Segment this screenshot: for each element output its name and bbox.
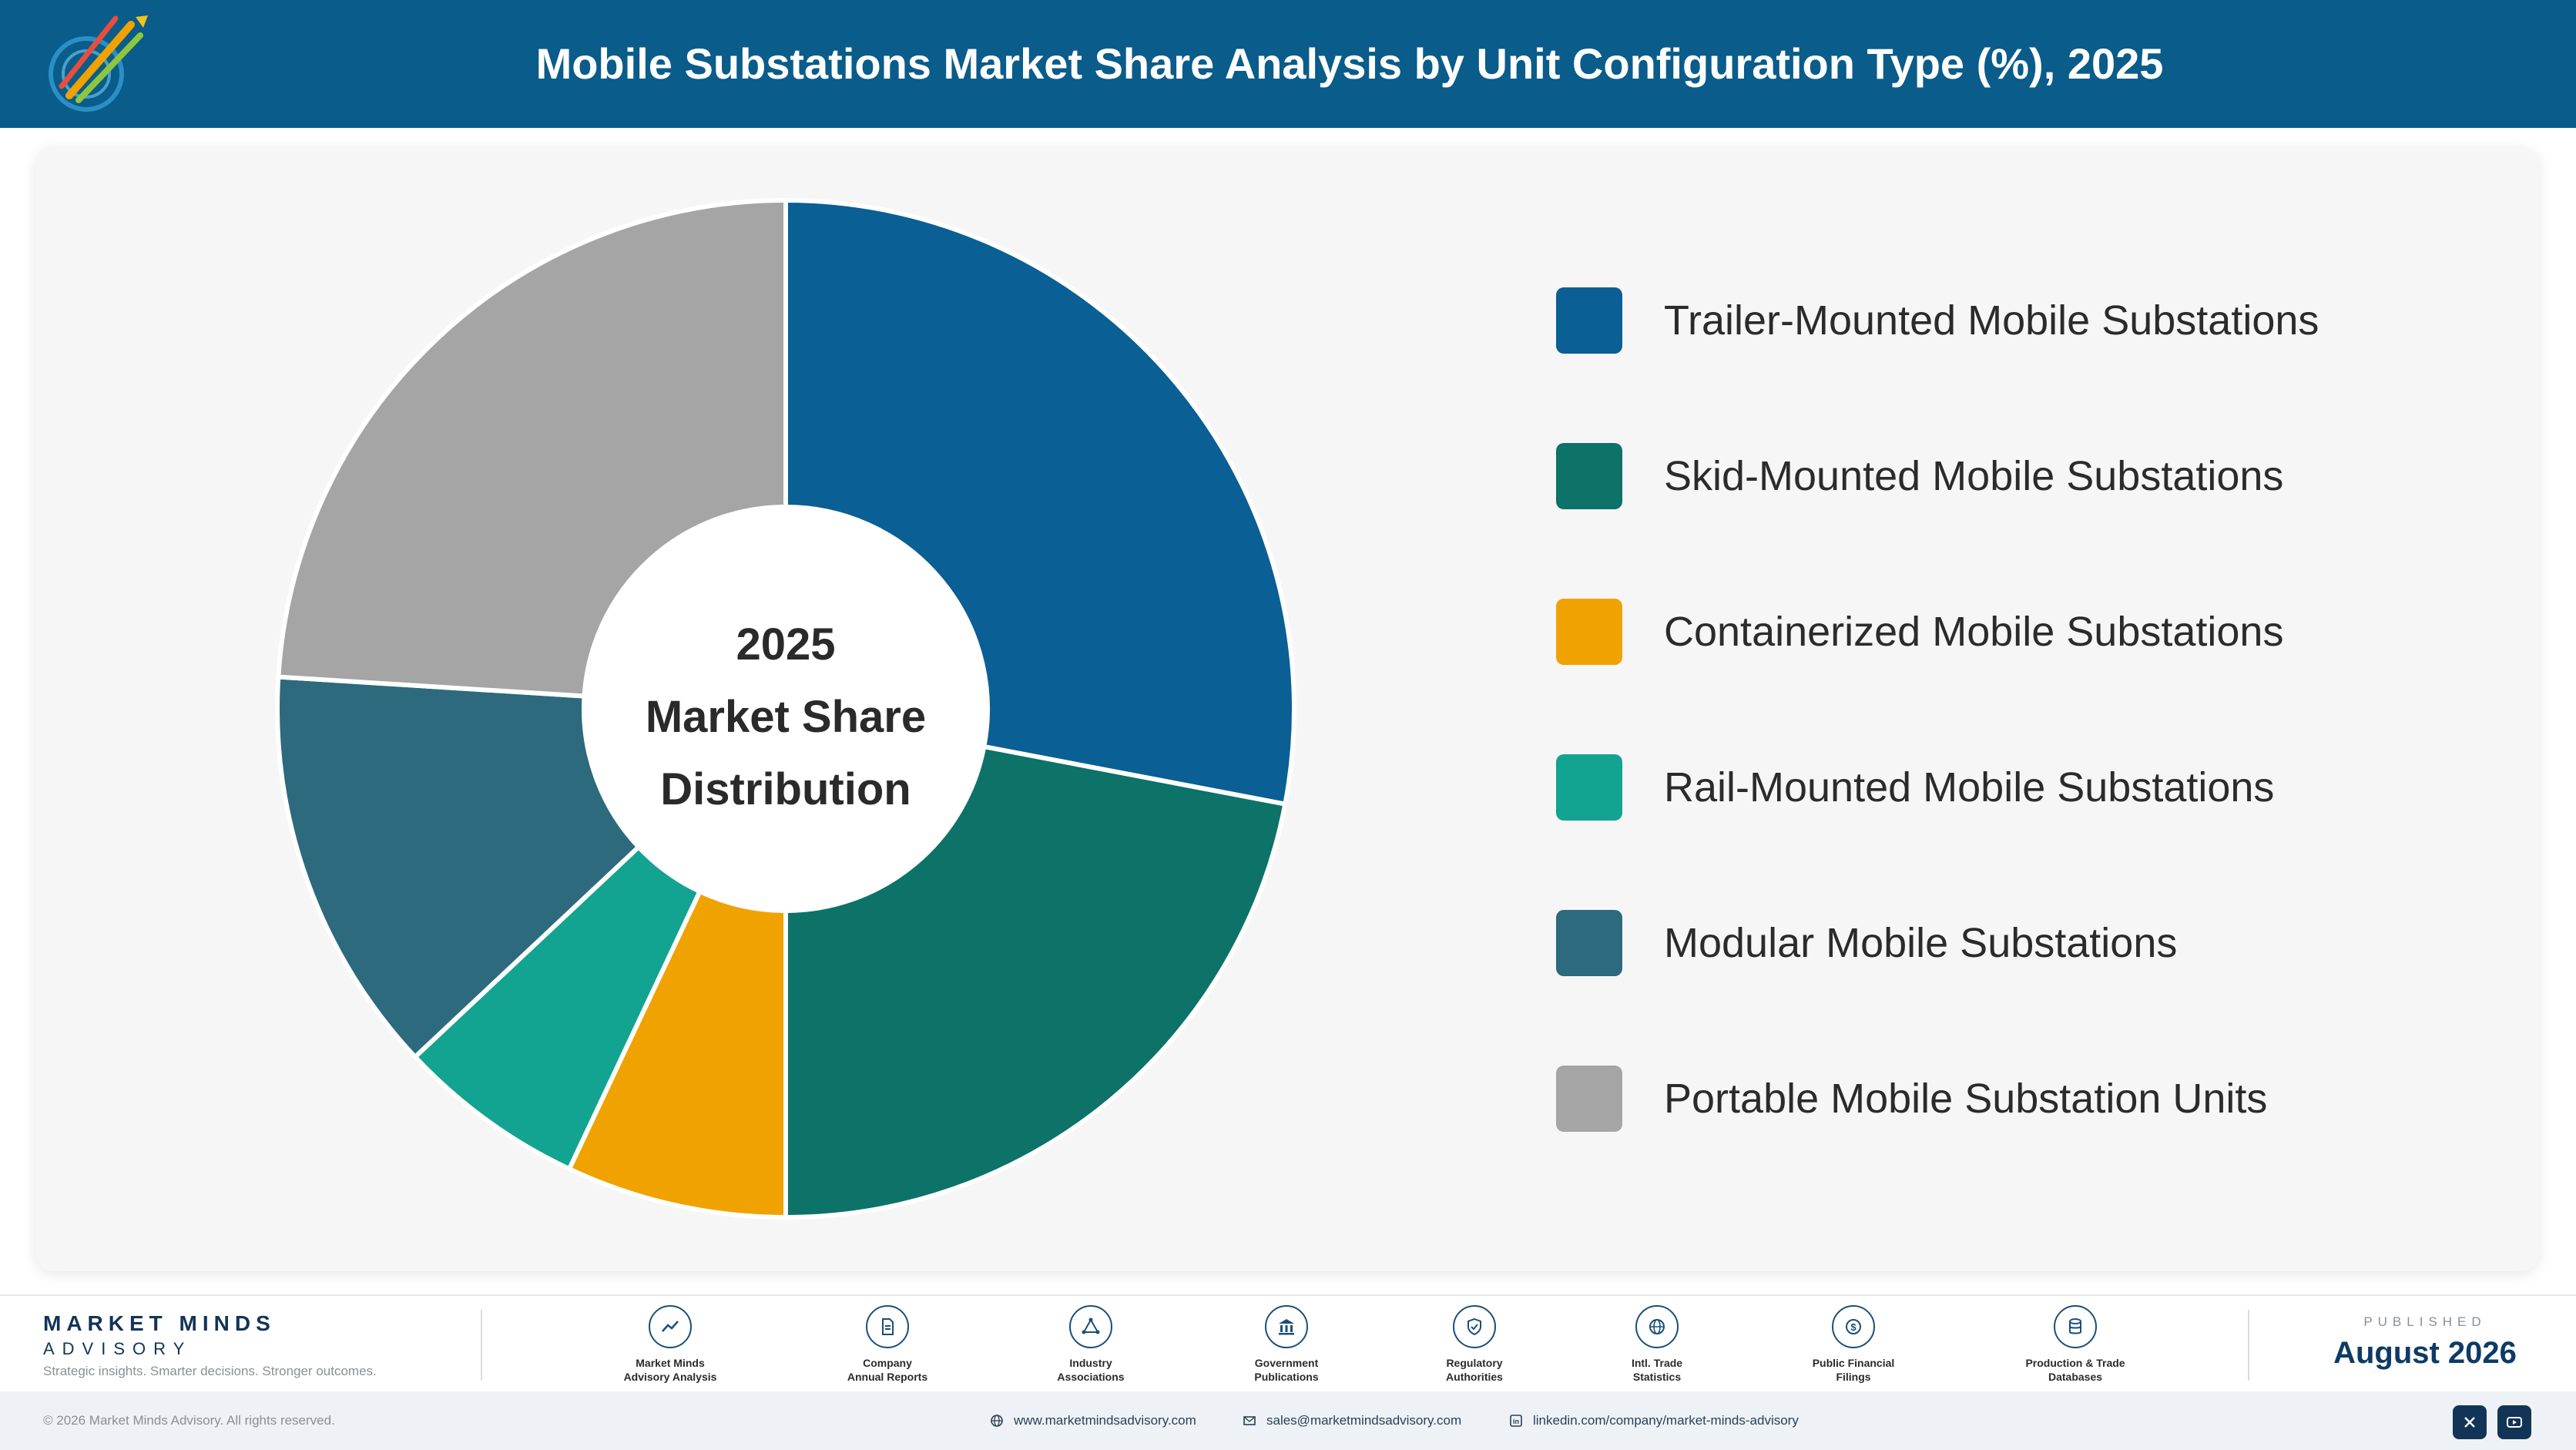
- chart-line-icon: [649, 1305, 692, 1348]
- document-icon: [866, 1305, 909, 1348]
- source-item: $ Public Financial Filings: [1776, 1305, 1930, 1384]
- legend-label: Modular Mobile Substations: [1664, 920, 2178, 966]
- published-label: PUBLISHED: [2363, 1314, 2487, 1329]
- bank-icon: [1265, 1305, 1308, 1348]
- copyright-text: © 2026 Market Minds Advisory. All rights…: [43, 1413, 335, 1428]
- linkedin-icon: in: [1510, 1415, 1522, 1427]
- legend-label: Containerized Mobile Substations: [1664, 609, 2284, 655]
- donut-hole: [584, 507, 988, 911]
- center-line3: Distribution: [660, 764, 911, 814]
- source-item: Government Publications: [1209, 1305, 1363, 1384]
- source-label: Regulatory Authorities: [1446, 1357, 1503, 1383]
- footer-brand: MARKET MINDS ADVISORY Strategic insights…: [43, 1311, 377, 1379]
- brand-subtitle: ADVISORY: [43, 1339, 193, 1358]
- website-text: www.marketmindsadvisory.com: [1014, 1413, 1196, 1428]
- legend-item: Rail-Mounted Mobile Substations: [1556, 752, 2480, 821]
- legend-item: Portable Mobile Substation Units: [1556, 1063, 2480, 1133]
- donut-center-label: 2025 Market Share Distribution: [585, 609, 986, 826]
- source-label: Industry Associations: [1057, 1357, 1125, 1383]
- network-icon: [1069, 1305, 1112, 1348]
- mail-icon: [1243, 1416, 1256, 1425]
- legend-item: Skid-Mounted Mobile Substations: [1556, 441, 2480, 510]
- source-item: Industry Associations: [1014, 1305, 1168, 1384]
- svg-text:in: in: [1513, 1418, 1519, 1425]
- published-block: PUBLISHED August 2026: [2317, 1314, 2533, 1371]
- email-text: sales@marketmindsadvisory.com: [1266, 1413, 1462, 1428]
- footer-divider: [2248, 1310, 2249, 1381]
- brand-name: MARKET MINDS: [43, 1311, 276, 1335]
- source-label: Production & Trade Databases: [2025, 1357, 2125, 1383]
- header-bar: Mobile Substations Market Share Analysis…: [0, 0, 2576, 128]
- legend-swatch: [1556, 754, 1622, 821]
- bottom-bar: © 2026 Market Minds Advisory. All rights…: [0, 1391, 2576, 1450]
- youtube-icon: [2507, 1417, 2522, 1428]
- source-label: Market Minds Advisory Analysis: [623, 1357, 717, 1383]
- legend-label: Portable Mobile Substation Units: [1664, 1076, 2268, 1122]
- source-item: Production & Trade Databases: [1998, 1305, 2152, 1384]
- globe-icon: [991, 1415, 1003, 1427]
- legend-swatch: [1556, 599, 1622, 665]
- legend-label: Skid-Mounted Mobile Substations: [1664, 453, 2284, 499]
- legend-swatch: [1556, 910, 1622, 976]
- pie-slice-1: [783, 197, 1296, 807]
- x-icon: [2464, 1417, 2475, 1428]
- published-date: August 2026: [2333, 1336, 2517, 1370]
- footer-divider: [481, 1310, 482, 1381]
- source-item: Intl. Trade Statistics: [1580, 1305, 1734, 1384]
- database-icon: [2054, 1305, 2097, 1348]
- sources-row: Market Minds Advisory Analysis Company A…: [570, 1305, 2157, 1390]
- legend-swatch: [1556, 1066, 1622, 1132]
- legend-label: Trailer-Mounted Mobile Substations: [1664, 297, 2319, 344]
- legend-item: Trailer-Mounted Mobile Substations: [1556, 285, 2480, 354]
- x-social-button[interactable]: [2453, 1405, 2487, 1439]
- legend-swatch: [1556, 443, 1622, 509]
- linkedin-link[interactable]: in linkedin.com/company/market-minds-adv…: [1508, 1391, 1799, 1450]
- email-link[interactable]: sales@marketmindsadvisory.com: [1242, 1391, 1461, 1450]
- dollar-icon: $: [1832, 1305, 1875, 1348]
- brand-tagline: Strategic insights. Smarter decisions. S…: [43, 1364, 377, 1378]
- center-year: 2025: [736, 619, 836, 670]
- center-line2: Market Share: [645, 692, 927, 742]
- globe-icon: [1635, 1305, 1679, 1348]
- shield-icon: [1453, 1305, 1496, 1348]
- source-item: Market Minds Advisory Analysis: [593, 1305, 747, 1384]
- page-title: Mobile Substations Market Share Analysis…: [535, 39, 2164, 88]
- source-item: Regulatory Authorities: [1397, 1305, 1551, 1384]
- source-label: Government Publications: [1254, 1357, 1319, 1383]
- legend-swatch: [1556, 287, 1622, 354]
- legend-label: Rail-Mounted Mobile Substations: [1664, 764, 2275, 811]
- legend-item: Containerized Mobile Substations: [1556, 596, 2480, 666]
- svg-text:$: $: [1850, 1321, 1857, 1333]
- youtube-social-button[interactable]: [2497, 1405, 2531, 1439]
- company-logo: [49, 15, 148, 112]
- source-label: Public Financial Filings: [1812, 1357, 1895, 1383]
- legend-item: Modular Mobile Substations: [1556, 908, 2480, 977]
- source-label: Company Annual Reports: [847, 1357, 928, 1383]
- source-item: Company Annual Reports: [810, 1305, 964, 1384]
- website-link[interactable]: www.marketmindsadvisory.com: [989, 1391, 1196, 1450]
- linkedin-text: linkedin.com/company/market-minds-adviso…: [1533, 1413, 1799, 1428]
- source-label: Intl. Trade Statistics: [1631, 1357, 1683, 1383]
